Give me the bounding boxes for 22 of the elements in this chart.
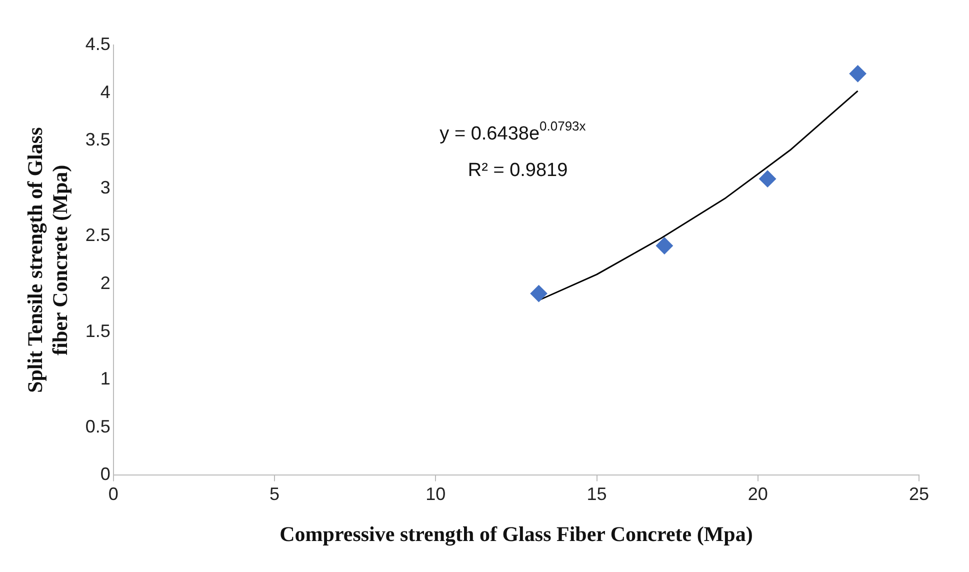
- y-tick-label: 0.5: [85, 416, 110, 436]
- y-tick-label: 1.5: [85, 320, 110, 341]
- y-tick-label: 4.5: [85, 34, 110, 54]
- y-tick-label: 2.5: [85, 225, 110, 246]
- point: [656, 237, 673, 254]
- annotation: R² = 0.9819: [468, 160, 568, 182]
- y-tick-label: 3.5: [85, 130, 110, 150]
- x-axis-title: Compressive strength of Glass Fiber Concrete (Mpa): [280, 522, 753, 546]
- y-tick-label: 2: [100, 272, 110, 293]
- x-tick-label: 5: [270, 484, 280, 504]
- x-tick-label: 15: [586, 484, 607, 504]
- y-tick-label: 3: [100, 177, 110, 198]
- point: [530, 285, 548, 302]
- y-tick-label: 0: [100, 464, 110, 484]
- point: [759, 170, 776, 188]
- y-axis-title: Split Tensile strength of Glass fiber Concrete (Mpa): [23, 127, 72, 393]
- x-tick-label: 25: [908, 484, 930, 504]
- point: [849, 65, 866, 82]
- x-tick-label: 10: [426, 484, 446, 504]
- y-tick-label: 1: [100, 368, 110, 389]
- y-tick-label: 4: [100, 82, 110, 102]
- x-tick-label: 20: [748, 484, 768, 504]
